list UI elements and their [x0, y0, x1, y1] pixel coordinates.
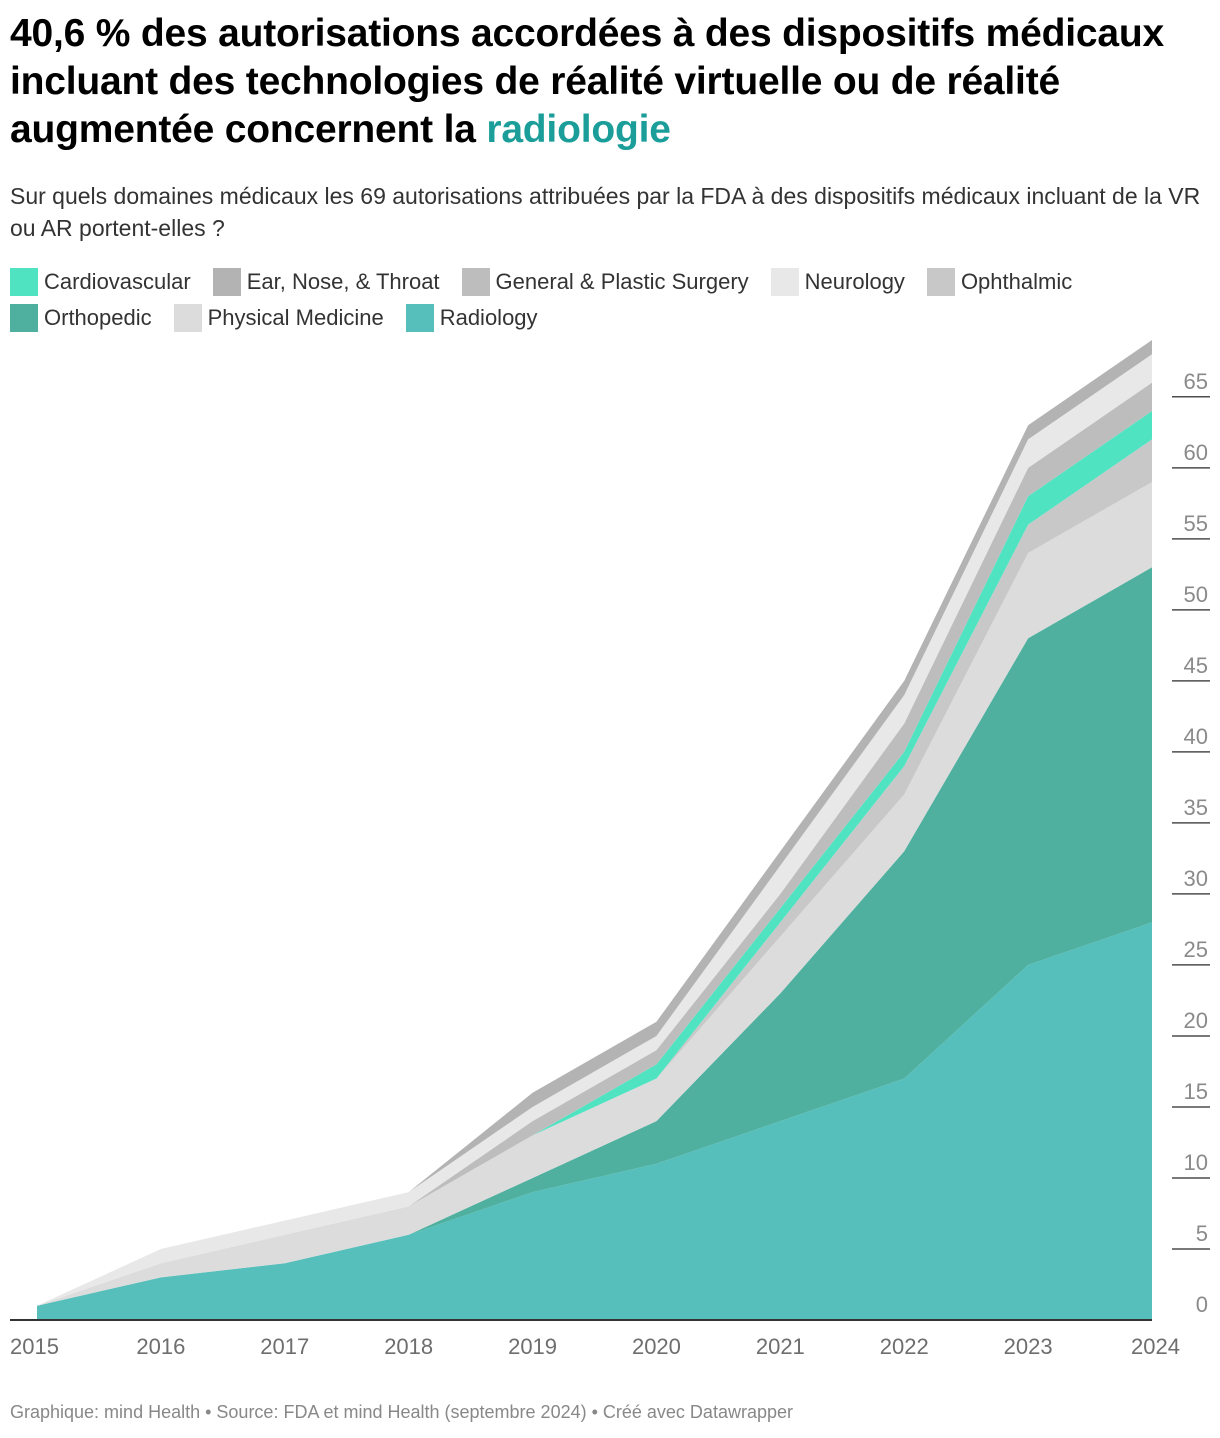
x-axis: 2015 2016 2017 2018 2019 2020 2021 2022 2023 2024	[10, 1334, 1180, 1359]
area-orthopedic	[37, 567, 1152, 1306]
legend-swatch-radiology	[405, 304, 434, 332]
y-tick-label: 65	[1184, 369, 1208, 394]
chart-legend: Cardiovascular Ear, Nose, & Throat General…	[10, 268, 1210, 332]
legend-item-cardiovascular: Cardiovascular	[10, 268, 191, 296]
chart-title: 40,6 % des autorisations accordées à des…	[10, 10, 1210, 154]
legend-swatch-neurology	[770, 268, 799, 296]
legend-label-neurology: Neurology	[804, 269, 905, 294]
area-radiology	[37, 922, 1152, 1320]
x-tick-label: 2017	[260, 1334, 309, 1359]
legend-item-orthopedic: Orthopedic	[10, 304, 152, 332]
x-tick-label: 2015	[10, 1334, 59, 1359]
chart-subtitle: Sur quels domaines médicaux les 69 autor…	[10, 183, 1201, 241]
area-physical-medicine	[37, 482, 1152, 1306]
y-tick-label: 60	[1184, 440, 1208, 465]
legend-item-ear-nose-and-throat: Ear, Nose, & Throat	[212, 268, 440, 296]
legend-label-general-and-plastic-surgery: General & Plastic Surgery	[495, 269, 749, 294]
chart-title-highlight: radiologie	[486, 108, 671, 151]
legend-item-general-and-plastic-surgery: General & Plastic Surgery	[461, 268, 749, 296]
x-tick-label: 2022	[880, 1334, 929, 1359]
y-tick-label: 0	[1196, 1292, 1208, 1317]
legend-label-ophthalmic: Ophthalmic	[960, 269, 1073, 294]
x-tick-label: 2024	[1131, 1334, 1180, 1359]
y-tick-label: 45	[1184, 653, 1208, 678]
y-tick-label: 40	[1184, 724, 1208, 749]
area-cardiovascular	[37, 411, 1152, 1306]
legend-item-ophthalmic: Ophthalmic	[926, 268, 1073, 296]
legend-swatch-orthopedic	[10, 304, 38, 332]
y-tick-label: 50	[1184, 582, 1208, 607]
area-general-and-plastic-surgery	[37, 382, 1152, 1306]
legend-item-physical-medicine: Physical Medicine	[173, 304, 384, 332]
legend-item-neurology: Neurology	[770, 268, 905, 296]
y-tick-label: 15	[1184, 1079, 1208, 1104]
chart-title-text: 40,6 % des autorisations accordées à des…	[10, 12, 1164, 151]
legend-swatch-ophthalmic	[926, 268, 955, 296]
area-ophthalmic	[37, 439, 1152, 1306]
y-tick-label: 10	[1184, 1150, 1208, 1175]
x-tick-label: 2018	[384, 1334, 433, 1359]
area-neurology	[37, 354, 1152, 1306]
legend-label-radiology: Radiology	[439, 305, 538, 330]
legend-swatch-general-and-plastic-surgery	[461, 268, 490, 296]
legend-swatch-cardiovascular	[10, 268, 38, 296]
x-tick-label: 2016	[136, 1334, 185, 1359]
legend-swatch-ear-nose-and-throat	[212, 268, 241, 296]
x-tick-label: 2019	[508, 1334, 557, 1359]
x-tick-label: 2020	[632, 1334, 681, 1359]
y-tick-label: 35	[1184, 795, 1208, 820]
y-tick-label: 5	[1196, 1221, 1208, 1246]
legend-label-physical-medicine: Physical Medicine	[207, 305, 384, 330]
areas	[37, 340, 1152, 1320]
y-tick-label: 30	[1184, 866, 1208, 891]
legend-label-cardiovascular: Cardiovascular	[44, 269, 191, 294]
y-axis: 0 5 10 15 20 25 30 35 40 45 50 55 60 65	[1172, 369, 1210, 1317]
x-tick-label: 2021	[756, 1334, 805, 1359]
chart-footer: Graphique: mind Health • Source: FDA et …	[10, 1402, 793, 1422]
y-tick-label: 25	[1184, 937, 1208, 962]
y-tick-label: 20	[1184, 1008, 1208, 1033]
y-tick-label: 55	[1184, 511, 1208, 536]
legend-item-radiology: Radiology	[405, 304, 538, 332]
legend-swatch-physical-medicine	[173, 304, 202, 332]
legend-label-ear-nose-and-throat: Ear, Nose, & Throat	[246, 269, 440, 294]
legend-label-orthopedic: Orthopedic	[44, 305, 152, 330]
x-tick-label: 2023	[1004, 1334, 1053, 1359]
